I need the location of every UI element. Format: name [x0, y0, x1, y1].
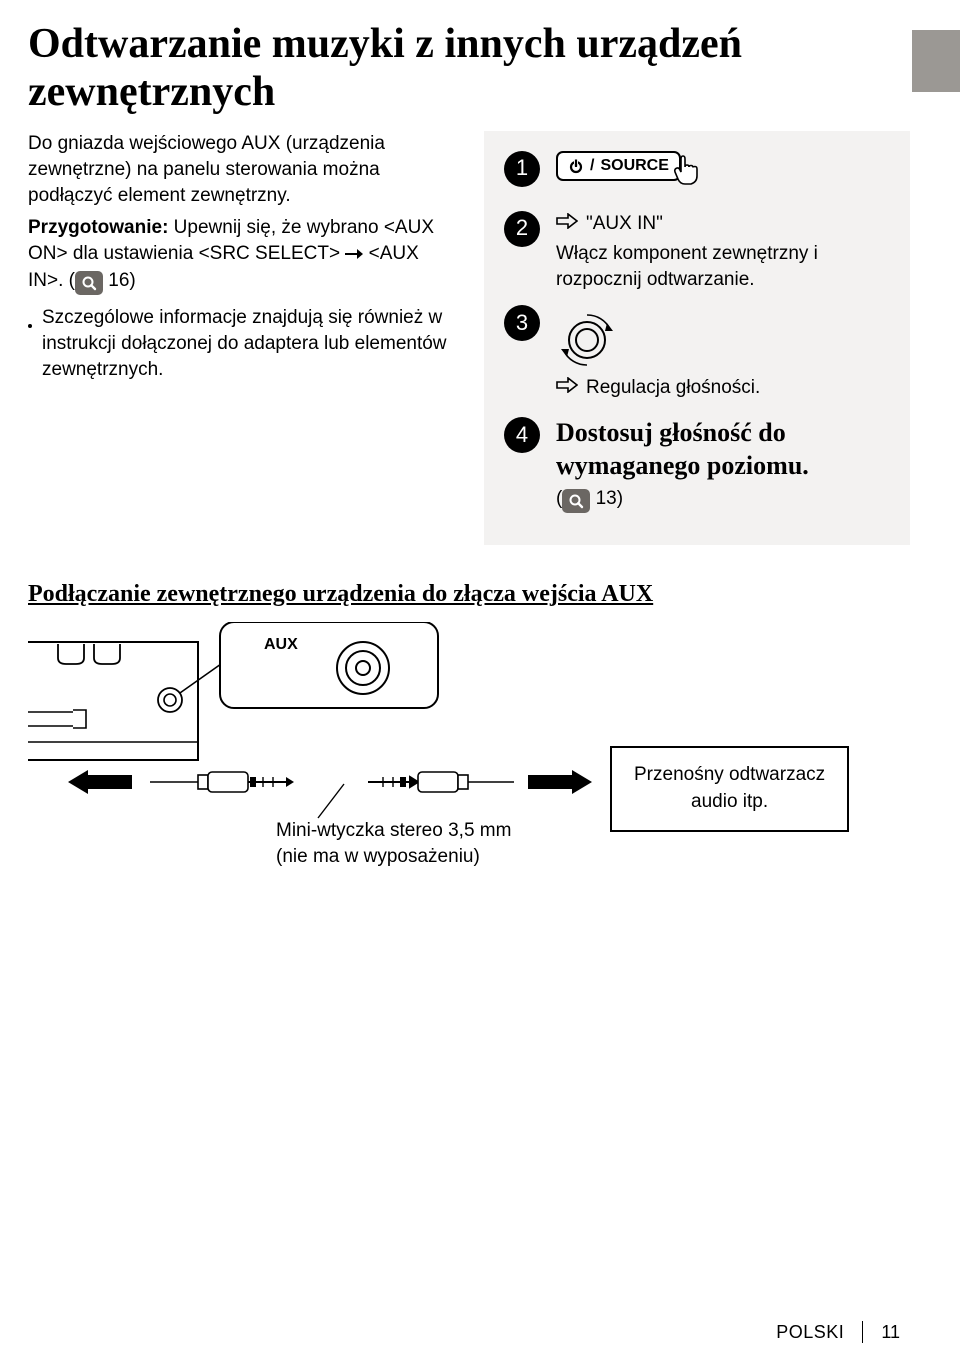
volume-knob-icon — [556, 309, 618, 371]
bullet-text: Szczególowe informacje znajdują się równ… — [42, 305, 458, 384]
step-3: 3 Regulacja głośności. — [504, 303, 888, 405]
left-column: Do gniazda wejściowego AUX (urządzenia z… — [28, 131, 458, 546]
step-2-aux-line: "AUX IN" — [556, 211, 888, 237]
power-icon — [568, 158, 584, 174]
step-2-aux: "AUX IN" — [586, 211, 663, 237]
step-2-text: Włącz komponent zewnętrzny i rozpocznij … — [556, 241, 888, 293]
plug-label: Mini-wtyczka stereo 3,5 mm (nie ma w wyp… — [276, 818, 511, 869]
source-button-label: SOURCE — [600, 155, 668, 177]
intro-paragraph: Do gniazda wejściowego AUX (urządzenia z… — [28, 131, 458, 210]
magnifier-icon — [562, 489, 590, 513]
step-3-label: Regulacja głośności. — [586, 375, 760, 401]
step-4-ref: 13) — [590, 488, 623, 509]
player-line2: audio itp. — [691, 791, 768, 812]
footer-language: POLSKI — [776, 1322, 844, 1343]
portable-player-box: Przenośny odtwarzacz audio itp. — [610, 746, 849, 831]
hand-cursor-icon — [671, 154, 701, 193]
step-4-ref-line: ( 13) — [556, 486, 888, 513]
steps-panel: 1 / SOURCE 2 — [484, 131, 910, 546]
step-4: 4 Dostosuj głośność do wymaganego poziom… — [504, 415, 888, 513]
prep-ref: 16) — [103, 270, 136, 291]
step-1-body: / SOURCE — [556, 149, 888, 182]
player-line1: Przenośny odtwarzacz — [634, 764, 825, 785]
bullet-item: Szczególowe informacje znajdują się równ… — [28, 305, 458, 384]
step-number-2: 2 — [504, 211, 540, 247]
step-3-label-line: Regulacja głośności. — [556, 375, 888, 401]
preparation-paragraph: Przygotowanie: Upewnij się, że wybrano <… — [28, 215, 458, 294]
plug-label-line2: (nie ma w wyposażeniu) — [276, 846, 480, 867]
connection-diagram: AUX Mini-wtyczka stereo 3,5 mm (nie ma w… — [28, 622, 908, 882]
section-heading: Podłączanie zewnętrznego urządzenia do z… — [28, 581, 910, 608]
source-button[interactable]: / SOURCE — [556, 151, 681, 181]
bullet-dot-icon — [28, 305, 42, 384]
page-title: Odtwarzanie muzyki z innych urządzeń zew… — [28, 20, 910, 117]
step-number-1: 1 — [504, 151, 540, 187]
step-4-text: Dostosuj głośność do wymaganego poziomu. — [556, 417, 888, 482]
page-footer: POLSKI 11 — [776, 1321, 900, 1343]
footer-page-number: 11 — [881, 1322, 900, 1343]
aux-label: AUX — [264, 636, 298, 654]
prep-label: Przygotowanie: — [28, 217, 168, 238]
side-tab — [912, 30, 960, 92]
step-3-body: Regulacja głośności. — [556, 303, 888, 405]
arrow-outline-icon — [556, 375, 578, 401]
step-number-4: 4 — [504, 417, 540, 453]
content-columns: Do gniazda wejściowego AUX (urządzenia z… — [28, 131, 910, 546]
step-2: 2 "AUX IN" Włącz komponent zewnętrzny i … — [504, 209, 888, 294]
step-2-body: "AUX IN" Włącz komponent zewnętrzny i ro… — [556, 209, 888, 294]
source-slash: / — [590, 155, 594, 177]
arrow-outline-icon — [556, 211, 578, 237]
step-number-3: 3 — [504, 305, 540, 341]
plug-label-line1: Mini-wtyczka stereo 3,5 mm — [276, 820, 511, 841]
step-1: 1 / SOURCE — [504, 149, 888, 187]
arrow-right-icon — [345, 248, 363, 260]
magnifier-icon — [75, 271, 103, 295]
footer-separator — [862, 1321, 863, 1343]
step-4-body: Dostosuj głośność do wymaganego poziomu.… — [556, 415, 888, 513]
